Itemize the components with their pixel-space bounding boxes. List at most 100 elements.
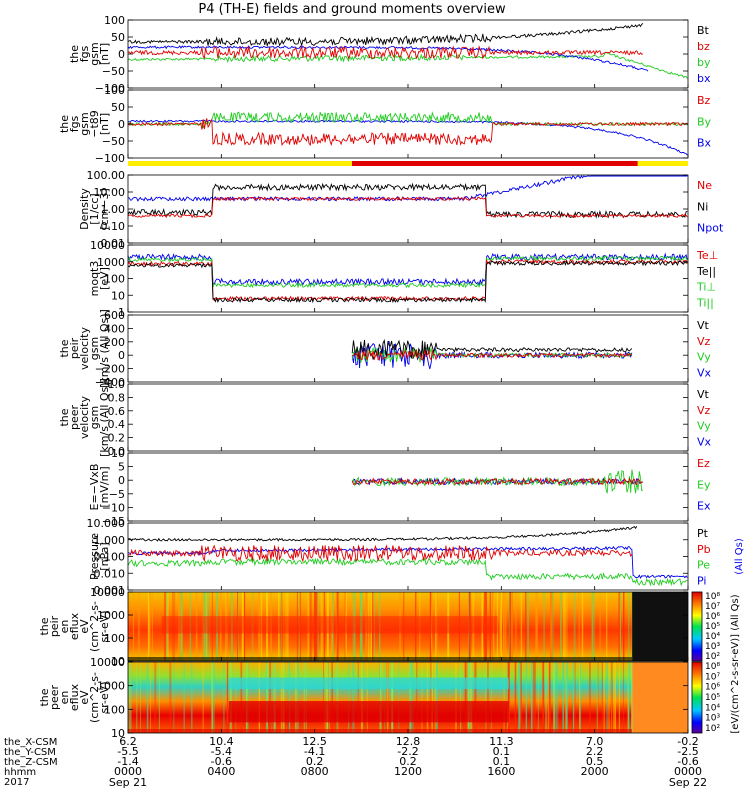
peer-eflux-streak xyxy=(601,662,603,733)
pressure-ylabel: [nPa] xyxy=(98,542,111,570)
peir-eflux-streak xyxy=(618,592,620,661)
fgs-dip-ytick-label: 50 xyxy=(111,101,125,114)
peer-eflux-streak xyxy=(295,662,297,733)
fgs-legend-item: Bt xyxy=(697,24,710,37)
peer-eflux-streak xyxy=(202,662,204,733)
peer-eflux-streak xyxy=(460,662,462,733)
fgs-ylabel: gsm xyxy=(88,42,101,65)
peer-eflux-streak xyxy=(282,662,285,733)
peir-eflux-streak xyxy=(543,592,545,661)
peer-eflux-streak xyxy=(474,662,477,733)
efield-frame xyxy=(127,452,689,522)
efield-ytick-label: −10 xyxy=(102,501,125,514)
fgs-dip-ylabel: [nT] xyxy=(98,113,111,135)
time-axis-value: -0.6 xyxy=(677,755,698,768)
peer-eflux-tail xyxy=(632,662,688,733)
peer-eflux-streak xyxy=(240,662,243,733)
time-axis-hhmm: 1200 xyxy=(394,765,422,778)
density-legend-item: Ni xyxy=(697,200,708,213)
time-axis-date-end: Sep 22 xyxy=(669,776,707,789)
peer-eflux-streak xyxy=(136,662,138,733)
time-axis-value: -1.4 xyxy=(117,755,138,768)
peer-eflux-streak xyxy=(623,662,624,733)
density-ylabel: [1/cc] xyxy=(88,193,101,224)
peer-eflux-streak xyxy=(191,662,193,733)
peir-eflux-streak xyxy=(499,592,501,661)
peer-eflux-streak xyxy=(130,662,132,733)
peir-eflux-streak xyxy=(151,592,153,661)
density-legend-item: Npot xyxy=(697,222,724,235)
peer-eflux-streak xyxy=(296,662,299,733)
peer-eflux-streak xyxy=(386,662,388,733)
pressure-trace xyxy=(127,544,633,563)
time-axis-value: -2.5 xyxy=(677,745,698,758)
peir-velocity-ylabel: gsm xyxy=(88,337,101,360)
peer-eflux-streak xyxy=(391,662,394,733)
time-axis-value: -0.2 xyxy=(677,735,698,748)
time-axis-value: 2.2 xyxy=(586,745,604,758)
peer-eflux-streak xyxy=(574,662,576,733)
peir-velocity-ytick-label: −400 xyxy=(95,376,125,389)
pressure-ytick-label: 1.000 xyxy=(94,534,126,547)
peer-eflux-streak xyxy=(213,662,215,733)
time-axis-value: 0.5 xyxy=(586,755,604,768)
peer-eflux-streak xyxy=(615,662,617,733)
time-axis-value: 6.2 xyxy=(119,735,137,748)
peir-eflux-streak xyxy=(535,592,537,661)
peer-eflux-streak xyxy=(258,662,261,733)
peer-eflux-streak xyxy=(631,662,633,733)
peer-eflux-streak xyxy=(410,662,413,733)
peer-eflux-streak xyxy=(273,662,276,733)
peer-eflux-streak xyxy=(618,662,620,733)
peer-eflux-streak xyxy=(597,662,599,733)
colorbar: 10⁸10⁷10⁶10⁵10⁴10³10²10⁸10⁷10⁶10⁵10⁴10³1… xyxy=(691,591,741,734)
fgs-dip-ylabel: −t89 xyxy=(88,110,101,138)
peer-velocity-ytick-label: 1.0 xyxy=(108,378,126,391)
peer-eflux-streak xyxy=(547,662,549,733)
peer-velocity-ylabel: peer xyxy=(68,405,81,431)
time-axis-hhmm: 0000 xyxy=(114,765,142,778)
panel-peer-velocity: 1.00.80.60.40.20.0 thepeervelocitygsm[km/… xyxy=(58,378,712,458)
peer-eflux-streak xyxy=(436,662,438,733)
panel-density: 100.00 10.00 1.00 0.10 0.01 Density[1/cc][cm−… xyxy=(78,169,724,250)
peir-velocity-legend-item: Vx xyxy=(697,366,712,379)
time-axis-value: 12.8 xyxy=(396,735,421,748)
peer-eflux-hot-band xyxy=(228,701,509,723)
peer-velocity-ytick-label: 0.0 xyxy=(108,445,126,458)
pressure-trace xyxy=(127,557,688,587)
peer-eflux-streak xyxy=(273,662,276,733)
peer-eflux-streak xyxy=(248,662,249,733)
peer-eflux-streak xyxy=(362,662,364,733)
fgs-ylabel: the xyxy=(68,45,81,63)
peer-eflux-streak xyxy=(398,662,400,733)
peer-eflux-streak xyxy=(532,662,535,733)
fgs-ytick-label: −50 xyxy=(102,65,125,78)
peer-velocity-legend-item: Vz xyxy=(697,404,711,417)
peir-eflux-ylabel: eV xyxy=(78,619,91,634)
peer-velocity-frame xyxy=(127,383,689,452)
peir-eflux-streak xyxy=(147,592,150,661)
peer-eflux-streak xyxy=(331,662,333,733)
peer-eflux-ytick-label: 100 xyxy=(104,703,125,716)
peer-eflux-streak xyxy=(323,662,325,733)
peir-velocity-trace xyxy=(351,346,633,363)
fgs-dip-ylabel: the xyxy=(58,115,71,133)
peir-eflux-ytick-label: 100 xyxy=(104,632,125,645)
peer-eflux-ylabel: (cm^2-s- xyxy=(88,672,101,723)
time-axis-row-label: the_X-CSM xyxy=(4,737,57,748)
peir-eflux-ylabel: eflux xyxy=(68,612,81,640)
peer-eflux-streak xyxy=(466,662,469,733)
peer-eflux-ylabel: en xyxy=(58,691,71,705)
peir-velocity-legend-item: Vz xyxy=(697,335,711,348)
peir-eflux-ylabel: peir xyxy=(48,615,61,637)
temperature-trace xyxy=(127,259,688,304)
peer-eflux-ylabel: sr-eV) xyxy=(98,681,111,713)
peir-eflux-ytick-label: 10000 xyxy=(90,586,125,599)
peir-velocity-legend-item: Vt xyxy=(697,319,710,332)
peer-eflux-streak xyxy=(296,662,297,733)
peir-eflux-streak xyxy=(500,592,502,661)
panel-peer-eflux: 10000 1000 100 10 thepeerenefluxeV(cm^2-s-sr… xyxy=(38,656,689,740)
